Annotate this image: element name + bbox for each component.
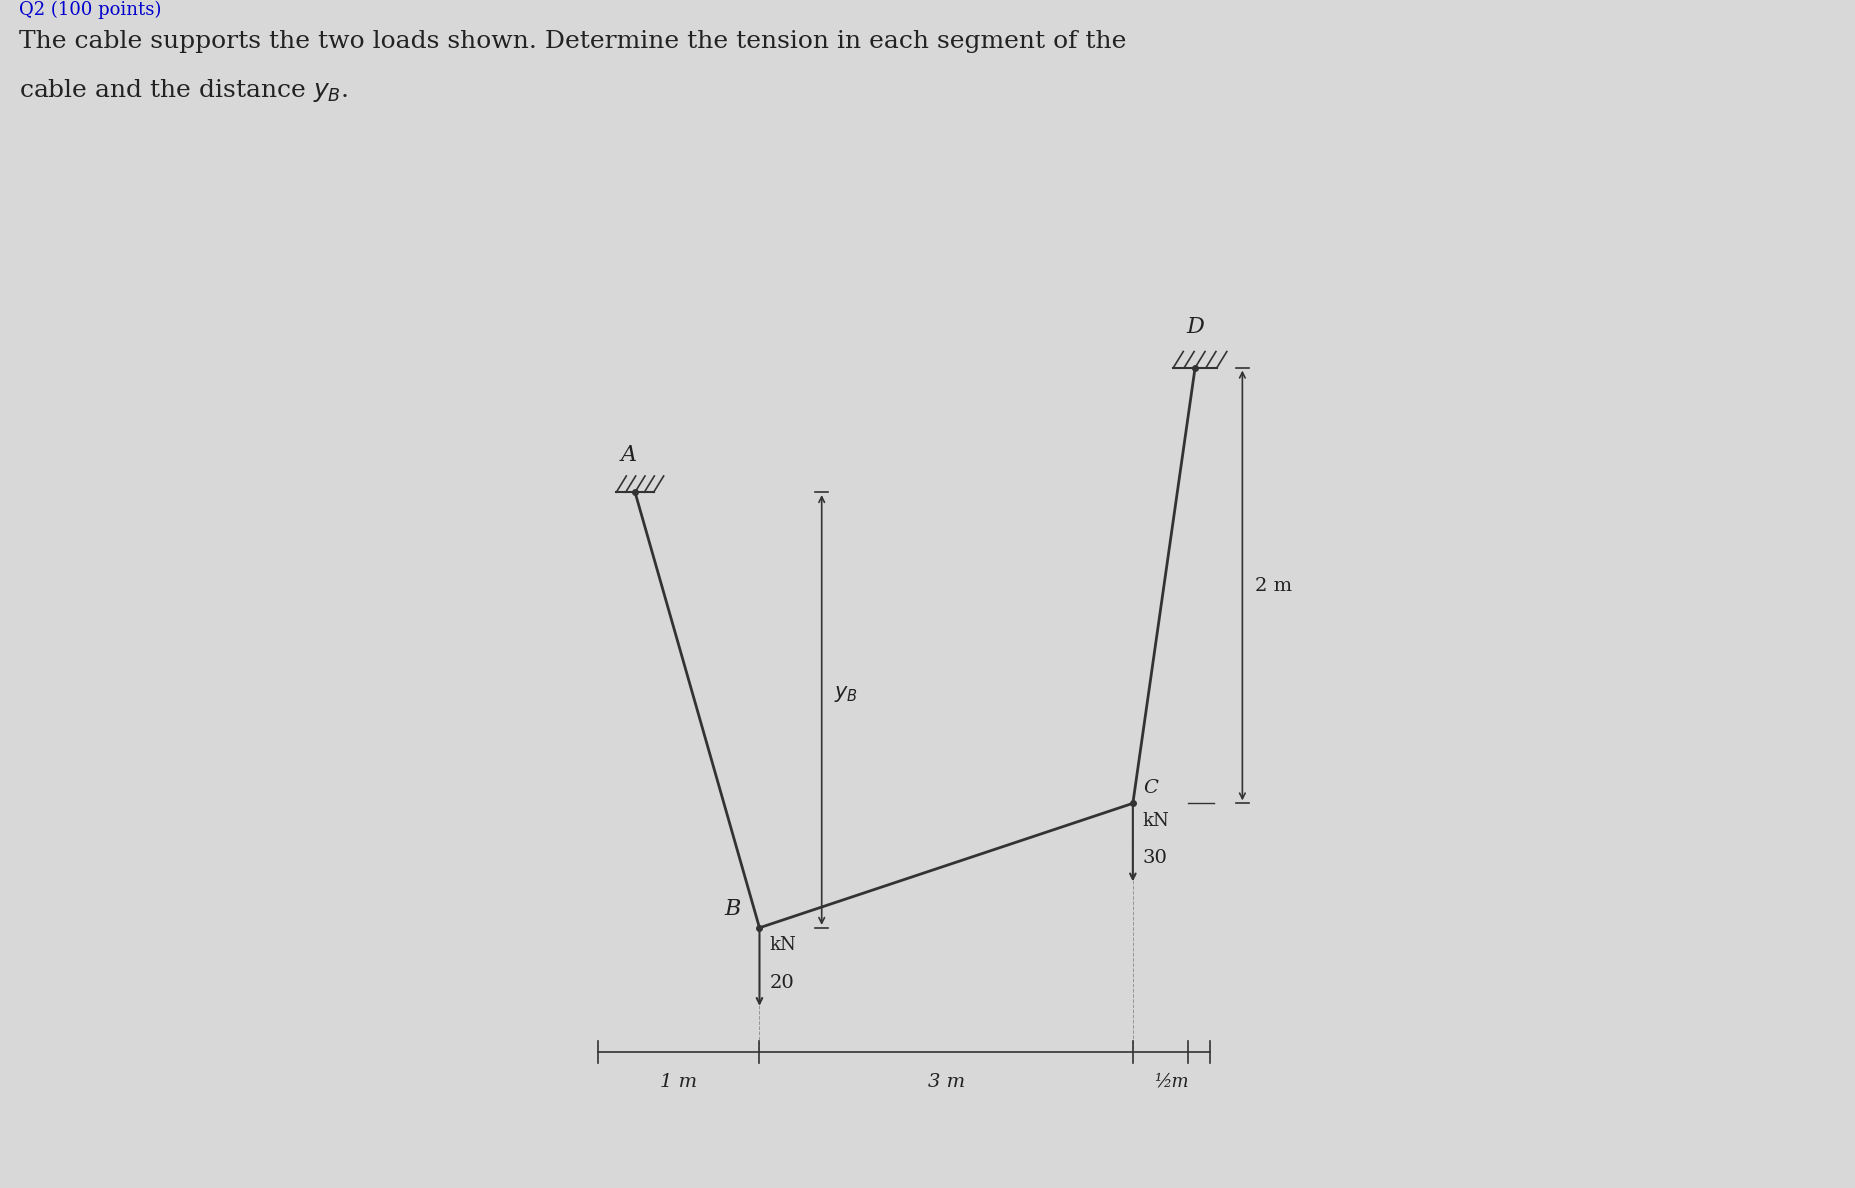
Text: kN: kN	[1143, 811, 1169, 829]
Text: B: B	[725, 898, 740, 921]
Text: 20: 20	[770, 973, 794, 992]
Text: 30: 30	[1143, 849, 1167, 867]
Text: ½m: ½m	[1154, 1073, 1189, 1091]
Text: Q2 (100 points): Q2 (100 points)	[19, 1, 161, 19]
Text: C: C	[1143, 779, 1158, 797]
Text: cable and the distance $y_B$.: cable and the distance $y_B$.	[19, 77, 347, 105]
Text: 3 m: 3 m	[928, 1073, 965, 1091]
Text: A: A	[621, 444, 636, 466]
Text: $y_B$: $y_B$	[835, 683, 859, 703]
Text: D: D	[1185, 316, 1204, 337]
Text: The cable supports the two loads shown. Determine the tension in each segment of: The cable supports the two loads shown. …	[19, 30, 1126, 52]
Text: 1 m: 1 m	[660, 1073, 697, 1091]
Text: 2 m: 2 m	[1254, 576, 1291, 594]
Text: kN: kN	[770, 936, 796, 954]
